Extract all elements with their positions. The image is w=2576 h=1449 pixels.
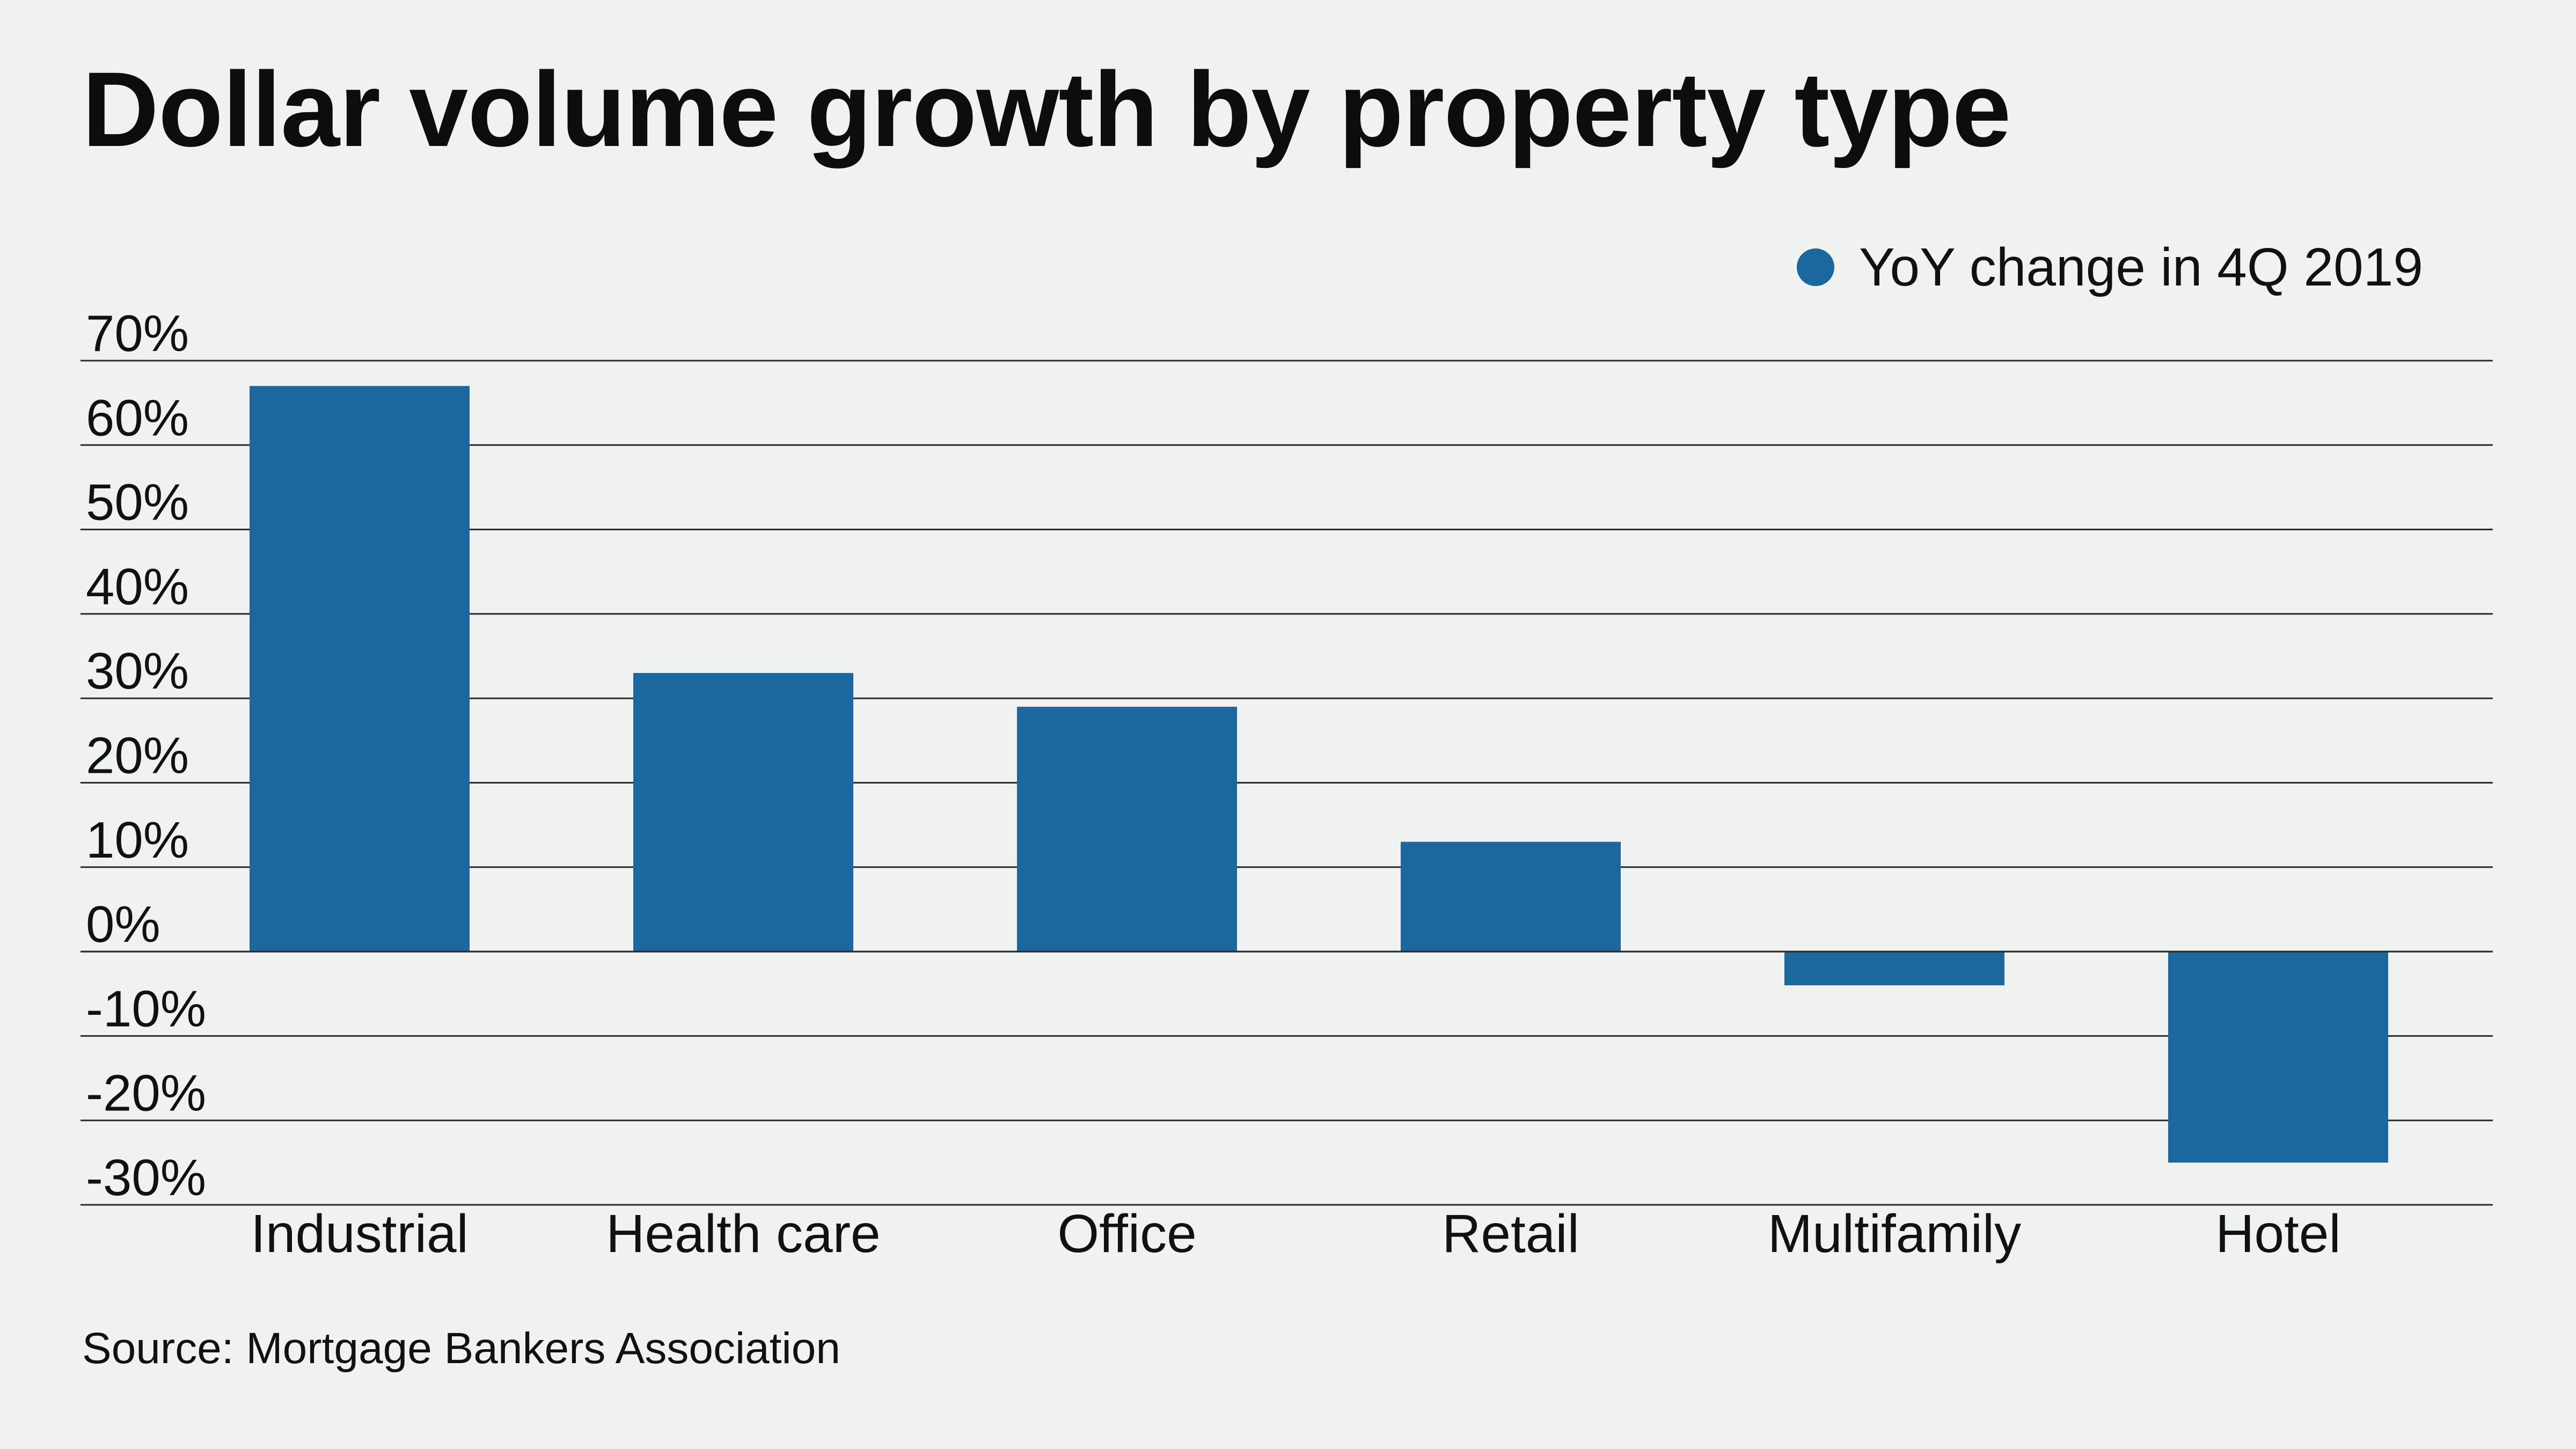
legend-label-yoy-change: YoY change in 4Q 2019 [1859,237,2423,297]
bar-hotel [2168,952,2388,1163]
y-tick-label-20: 20% [86,727,189,785]
y-tick-label-40: 40% [86,558,189,616]
x-axis-tick-labels: Industrial Health care Office Retail Multifa… [251,1204,2341,1264]
y-tick-label-0: 0% [86,896,160,953]
x-tick-label-industrial: Industrial [251,1204,469,1264]
bar-industrial [250,386,470,952]
y-tick-label-minus-10: -10% [86,980,206,1037]
x-tick-label-retail: Retail [1442,1204,1579,1264]
bar-retail [1401,841,1621,952]
y-tick-label-minus-30: -30% [86,1149,206,1206]
y-tick-label-10: 10% [86,811,189,869]
bar-health-care [633,673,853,952]
legend: YoY change in 4Q 2019 [1797,235,2423,299]
y-tick-label-70: 70% [86,305,189,362]
chart-title: Dollar volume growth by property type [82,50,2011,169]
x-tick-label-health-care: Health care [606,1204,880,1264]
y-tick-label-50: 50% [86,474,189,531]
y-axis-tick-labels: 70% 60% 50% 40% 30% 20% 10% 0% -10% -20% -30% [86,305,206,1206]
x-tick-label-multifamily: Multifamily [1768,1204,2021,1264]
x-tick-label-hotel: Hotel [2215,1204,2340,1264]
x-tick-label-office: Office [1057,1204,1196,1264]
bars [80,386,2493,1163]
y-tick-label-60: 60% [86,389,189,447]
y-tick-label-minus-20: -20% [86,1065,206,1122]
legend-swatch-yoy-change [1797,248,1834,286]
bar-office [1017,706,1237,952]
bar-multifamily [1784,952,2004,986]
source-note: Source: Mortgage Bankers Association [82,1324,840,1373]
y-tick-label-30: 30% [86,642,189,700]
